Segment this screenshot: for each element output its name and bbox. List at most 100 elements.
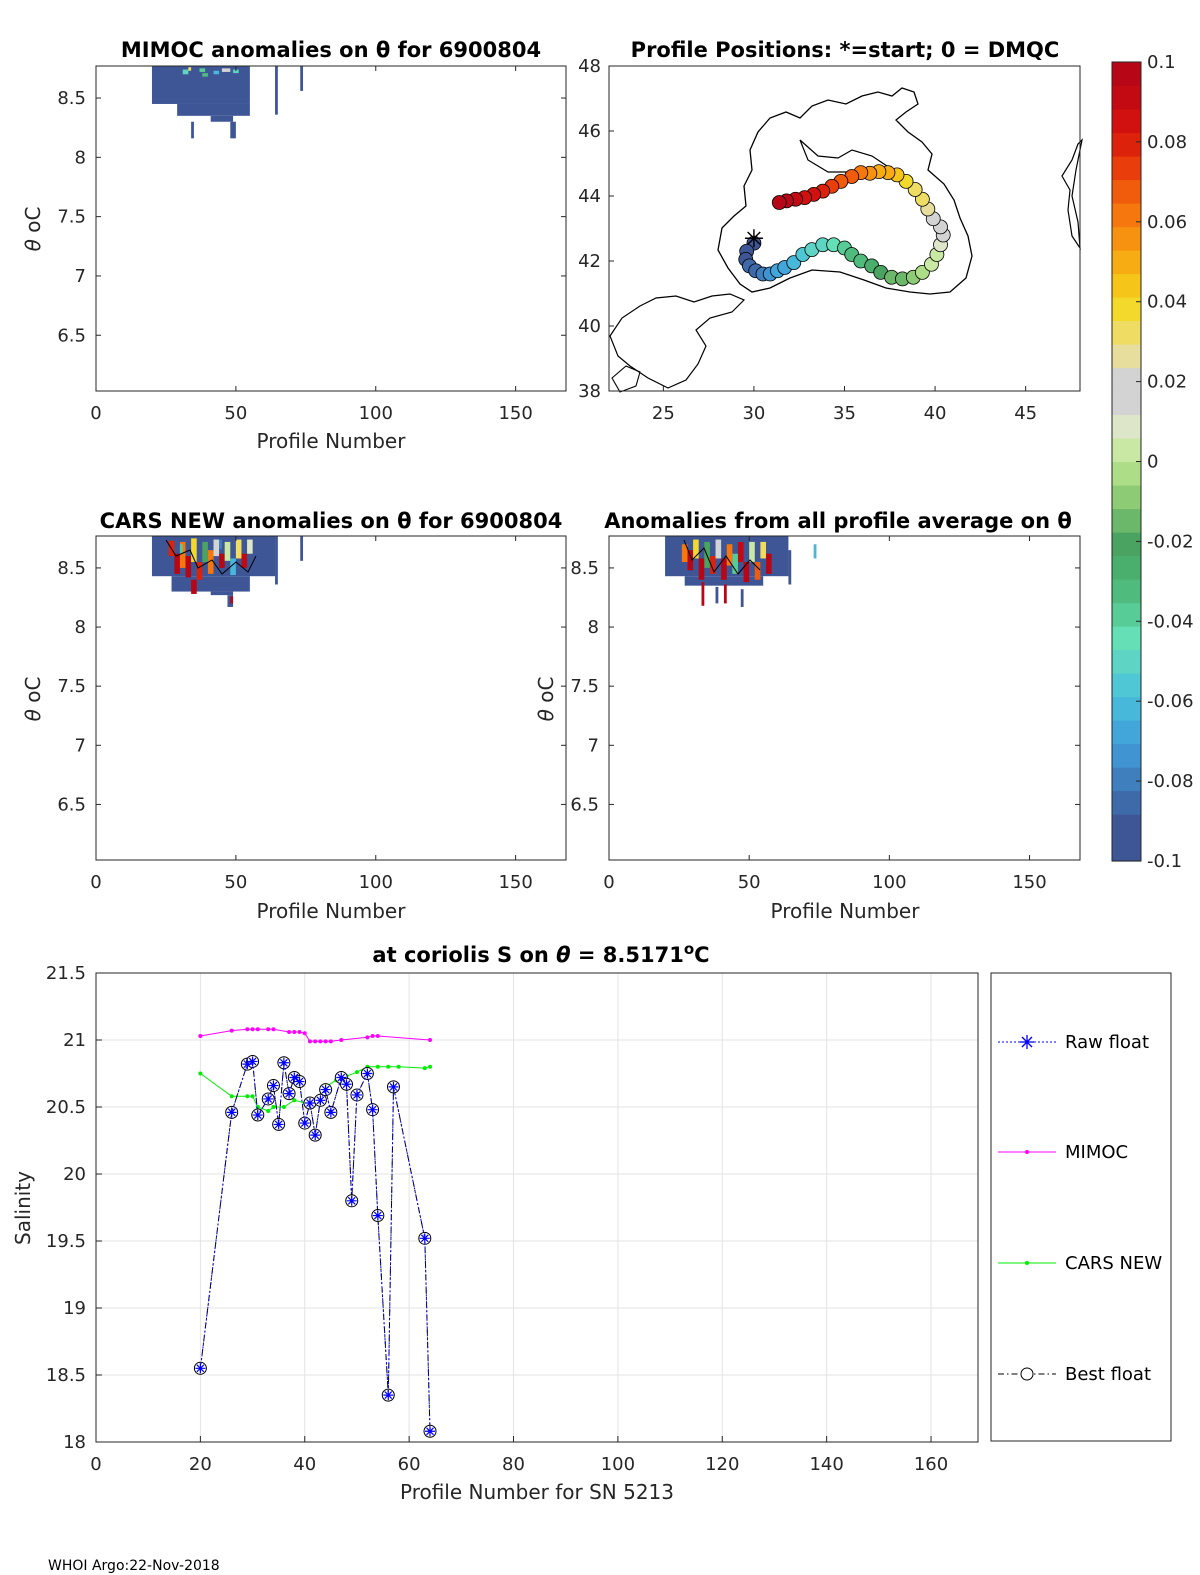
anomaly-cell [199, 68, 206, 72]
anomaly-cell [230, 596, 234, 604]
x-tick-label: 25 [652, 403, 675, 424]
data-point [266, 1109, 271, 1114]
data-point [325, 1107, 336, 1118]
colorbar-level [1112, 532, 1141, 557]
x-tick-label: 160 [914, 1454, 948, 1475]
legend-cars-dot-icon [1025, 1261, 1029, 1265]
aegean-coast [611, 365, 641, 393]
allavg-title: Anomalies from all profile average on θ [604, 509, 1072, 533]
anomaly-cell [207, 550, 214, 574]
anomaly-cell [788, 550, 792, 585]
allavg-ticks: 0 50 100 150 6.5 7 7.5 8 8.5 [570, 536, 1080, 893]
colorbar: 0.1 0.08 0.06 0.04 0.02 0 -0.02 -0.04 -0.06 -0.08… [1111, 52, 1194, 872]
y-tick-label: 20.5 [46, 1097, 86, 1118]
y-tick-label: 7.5 [570, 676, 599, 697]
data-point [281, 1105, 286, 1109]
x-tick-label: 0 [90, 1454, 101, 1475]
x-tick-label: 30 [742, 403, 765, 424]
salinity-panel: at coriolis S on θ = 8.5171oC 0 20 40 60 80 1… [11, 940, 979, 1504]
anomaly-cell [721, 558, 727, 580]
data-point [383, 1390, 394, 1401]
colorbar-level [1112, 814, 1141, 839]
colorbar-ticks: 0.1 0.08 0.06 0.04 0.02 0 -0.02 -0.04 -0.06 -0.08… [1136, 52, 1194, 872]
anomaly-cell [300, 536, 304, 561]
x-tick-label: 100 [359, 403, 393, 424]
x-tick-label: 50 [738, 872, 761, 893]
x-tick-label: 100 [359, 872, 393, 893]
y-tick-label: 7.5 [57, 207, 86, 228]
data-point [396, 1064, 401, 1069]
anomaly-cell [754, 562, 761, 580]
anomaly-cell [191, 538, 197, 563]
data-point [226, 1107, 237, 1118]
colorbar-level [1112, 85, 1141, 110]
anomaly-cell [182, 69, 189, 75]
colorbar-level [1112, 837, 1141, 862]
colorbar-level [1112, 649, 1141, 674]
data-point [313, 1039, 318, 1044]
y-tick-label: 21 [63, 1030, 86, 1051]
data-point [375, 1064, 380, 1069]
anomaly-cell [221, 68, 231, 72]
anomaly-cell [684, 576, 764, 586]
anomaly-cell [224, 541, 231, 561]
coastline [609, 87, 1083, 393]
x-tick-label: 0 [603, 872, 614, 893]
x-tick-label: 150 [498, 872, 532, 893]
anomaly-cell [749, 541, 755, 563]
anomaly-cell [743, 562, 750, 583]
anomaly-cell [202, 73, 208, 77]
y-tick-label: 38 [578, 381, 601, 402]
data-point [388, 1081, 399, 1092]
data-point [287, 1029, 292, 1034]
salinity-axes-box [95, 972, 979, 1443]
colorbar-level [1112, 461, 1141, 486]
profile-position-point [771, 195, 787, 210]
y-tick-label: 19 [63, 1298, 86, 1319]
data-point [428, 1038, 433, 1042]
mimoc-ylabel: θ oC [21, 207, 45, 252]
data-point [323, 1039, 328, 1044]
colorbar-level [1112, 179, 1141, 204]
y-tick-label: 8.5 [57, 88, 86, 109]
cars-xlabel: Profile Number [257, 899, 407, 923]
anomaly-cell [701, 582, 705, 606]
colorbar-tick-label: 0.06 [1147, 212, 1187, 233]
colorbar-tick-label: -0.04 [1147, 611, 1194, 632]
data-point [299, 1118, 310, 1129]
mimoc-axes-box [95, 65, 567, 392]
positions-panel: Profile Positions: *=start; 0 = DMQC 25 3… [578, 38, 1083, 424]
data-point [273, 1119, 284, 1130]
data-point [292, 1098, 297, 1103]
data-point [354, 1070, 359, 1075]
anomaly-cell [219, 553, 225, 568]
profile-track [738, 164, 951, 287]
anomaly-cell [177, 103, 250, 116]
data-point [195, 1363, 206, 1374]
data-point [245, 1094, 250, 1099]
black-sea-coast [717, 87, 973, 295]
x-tick-label: 50 [224, 403, 247, 424]
data-point [362, 1068, 373, 1079]
x-tick-label: 100 [872, 872, 906, 893]
anomaly-cell [715, 586, 719, 604]
x-tick-label: 35 [833, 403, 856, 424]
colorbar-level [1112, 391, 1141, 416]
colorbar-tick-label: -0.02 [1147, 531, 1194, 552]
y-tick-label: 19.5 [46, 1231, 86, 1252]
cars-ylabel: θ oC [21, 677, 45, 722]
legend-raw-star-icon [1020, 1035, 1034, 1049]
y-tick-label: 8 [588, 617, 599, 638]
colorbar-level [1112, 297, 1141, 322]
colorbar-level [1112, 767, 1141, 792]
data-point [266, 1027, 271, 1032]
colorbar-level [1112, 696, 1141, 721]
colorbar-level [1112, 414, 1141, 439]
colorbar-level [1112, 62, 1141, 87]
x-tick-label: 40 [924, 403, 947, 424]
data-point [320, 1084, 331, 1095]
anomaly-cell [179, 544, 183, 554]
anomaly-cell [698, 558, 705, 580]
data-point [245, 1027, 250, 1032]
anomaly-cell [210, 115, 234, 122]
